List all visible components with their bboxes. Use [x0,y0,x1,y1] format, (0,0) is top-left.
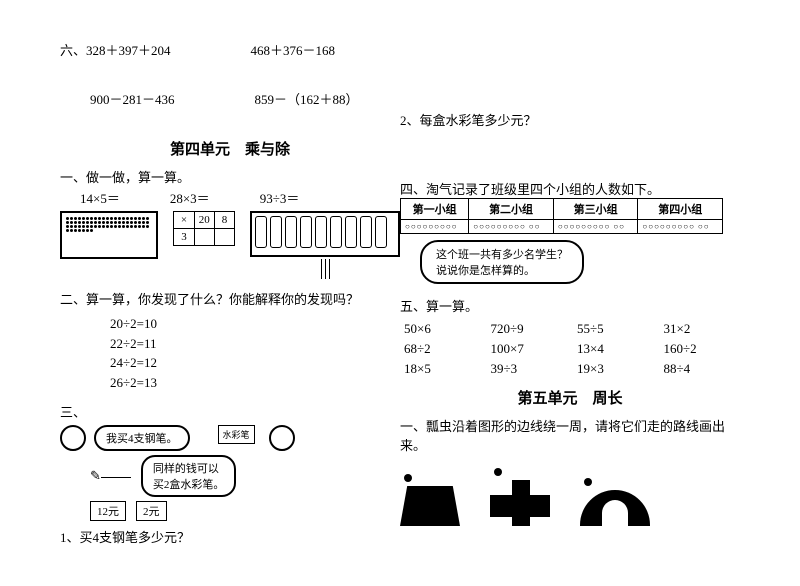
eq-28x3: 28×3＝ [170,188,210,207]
unit5-title: 第五单元 周长 [400,387,740,408]
bug-icon [404,474,412,482]
pen-icon: ✎ [90,468,131,484]
bug-icon [584,478,592,486]
unit5-s1: 一、瓢虫沿着图形的边线绕一周，请将它们走的路线画出来。 [400,416,740,454]
price-2: 2元 [136,501,167,521]
bubble-buy4pens: 我买4支钢笔。 [94,425,190,451]
eq-14x5: 14×5＝ [80,188,120,207]
unit4-title: 第四单元 乘与除 [60,138,400,159]
unit4-s3-head: 三、 [60,402,400,421]
unit4-s1-head: 一、做一做，算一算。 [60,167,400,186]
s5-head: 五、算一算。 [400,296,740,315]
six-p4: 859－（162＋88） [255,89,359,108]
s4-head: 四、淘气记录了班级里四个小组的人数如下。 [400,179,740,198]
mini-mult-table: ×208 3 [173,211,235,246]
eq-93d3: 93÷3＝ [260,188,300,207]
six-p3: 900－281－436 [90,89,175,108]
price-12: 12元 [90,501,126,521]
unit4-s2-head: 二、算一算，你发现了什么？你能解释你的发现吗？ [60,289,400,308]
girl-head-icon [60,425,86,451]
shape-trapezoid [400,486,460,526]
shape-cross [490,480,550,526]
bubble-same-money: 同样的钱可以 买2盒水彩笔。 [141,455,237,497]
shape-row [400,464,740,526]
q2-watercolor-price: 2、每盒水彩笔多少元？ [400,110,740,129]
boy-head-icon [269,425,295,451]
calc-grid: 50×6720÷955÷531×2 68÷2100×713×4160÷2 18×… [404,321,740,377]
six-p2: 468＋376－168 [251,40,336,59]
group-table: 第一小组第二小组 第三小组第四小组 ○○○○○○○○○ ○○○○○○○○○ ○○… [400,198,723,234]
watercolor-box-icon: 水彩笔 [218,425,255,444]
find-list: 20÷2=10 22÷2=11 24÷2=12 26÷2=13 [110,314,400,392]
think-bubble: 这个班一共有多少名学生？ 说说你是怎样算的。 [420,240,584,284]
bug-icon [494,468,502,476]
sticks-93-box [250,211,400,279]
q1-buy4pens: 1、买4支钢笔多少元？ [60,527,400,546]
six-label: 六、 [60,43,86,58]
six-p1: 328＋397＋204 [86,43,171,58]
dots-14x5-box [60,211,158,259]
shape-arch [580,490,650,526]
